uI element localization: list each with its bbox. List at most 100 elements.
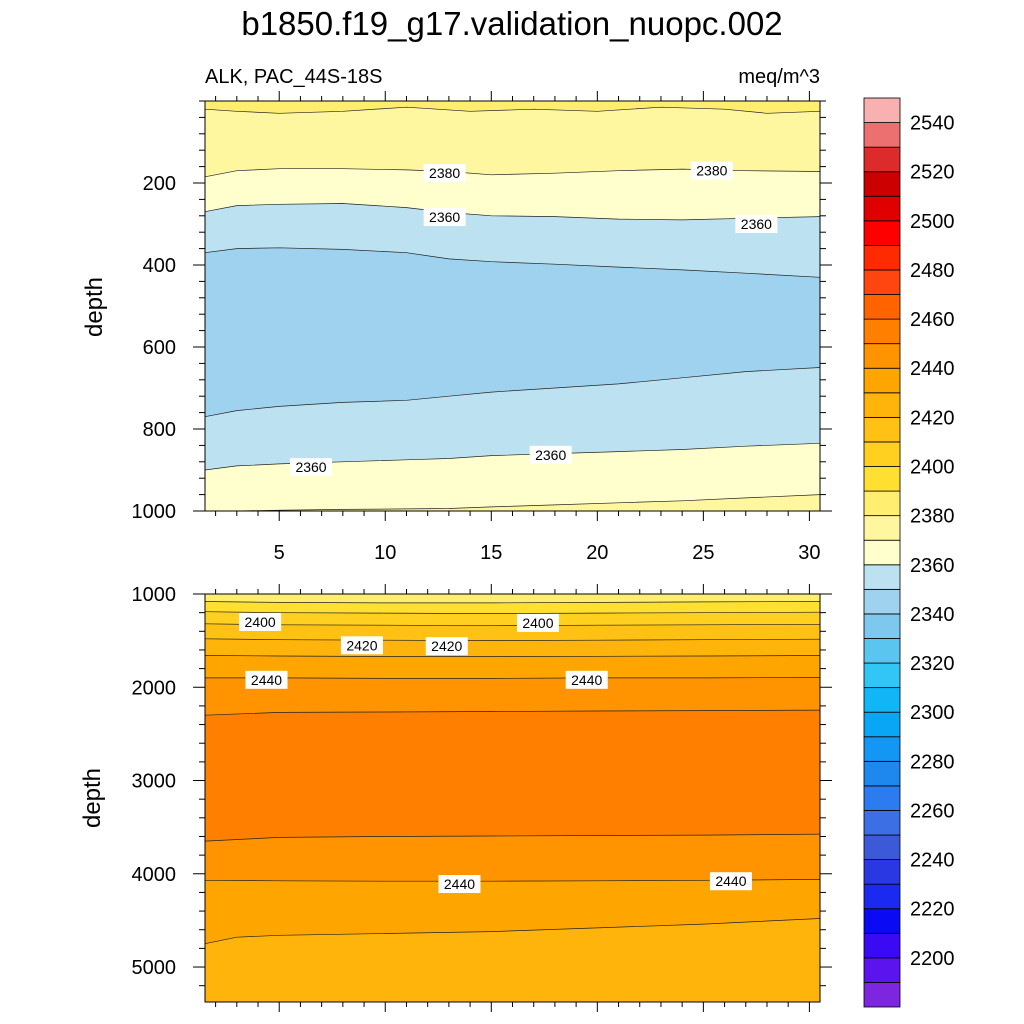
colorbar-box (863, 613, 901, 639)
contour-label: 2420 (431, 638, 462, 654)
colorbar-tick-label: 2400 (910, 457, 955, 479)
contour-label: 2440 (444, 876, 475, 892)
contour-label-bg (529, 445, 572, 464)
contour-band (204, 623, 821, 641)
colorbar-box (863, 171, 901, 197)
colorbar-box (863, 859, 901, 885)
contour-label-bg (425, 637, 468, 656)
contour-label-bg (340, 636, 383, 655)
colorbar-box (863, 687, 901, 713)
contour-label: 2360 (429, 209, 460, 225)
colorbar-box (863, 392, 901, 418)
colorbar-box (863, 564, 901, 590)
y-tick-label: 1000 (132, 584, 177, 606)
contour-line-2370 (204, 203, 821, 221)
colorbar-box (863, 294, 901, 320)
contour-band (204, 709, 821, 842)
contour-line-2360 (204, 367, 821, 418)
colorbar-box (863, 810, 901, 836)
colorbar-box (863, 957, 901, 983)
x-tick-label: 30 (798, 542, 820, 564)
contour-label: 2420 (346, 637, 377, 653)
contour-label-bg (690, 161, 733, 180)
colorbar-tick-label: 2460 (910, 309, 955, 331)
colorbar-box (863, 588, 901, 615)
colorbar-tick-label: 2500 (910, 211, 955, 233)
colorbar-box (863, 220, 901, 246)
colorbar-box (863, 539, 901, 566)
contour-line-2400 (204, 611, 821, 614)
contour-label-bg (245, 670, 288, 689)
lower-panel: 2400 2400 2420 2420 2440 2440 2440 2440 1000 2000… (132, 584, 832, 1012)
contour-label: 2440 (571, 672, 602, 688)
contour-label-bg (565, 670, 608, 689)
colorbar-box (863, 466, 901, 492)
contour-line-2440 (204, 879, 821, 882)
colorbar-tick-label: 2480 (910, 260, 955, 282)
colorbar-box (863, 318, 901, 345)
y-tick-label: 5000 (132, 957, 177, 979)
x-tick-label: 15 (480, 542, 502, 564)
colorbar-tick-label: 2260 (910, 800, 955, 822)
colorbar-box (863, 97, 901, 123)
y-tick-label: 600 (143, 337, 176, 359)
colorbar-box (863, 932, 901, 959)
colorbar-tick-label: 2300 (910, 702, 955, 724)
colorbar-box (863, 736, 901, 762)
colorbar-box (863, 441, 901, 467)
contour-label: 2400 (522, 615, 553, 631)
contour-band (204, 601, 821, 614)
colorbar-tick-label: 2340 (910, 604, 955, 626)
contour-label-bg (423, 164, 466, 183)
colorbar-tick-label: 2220 (910, 899, 955, 921)
x-tick-label: 10 (374, 542, 396, 564)
contour-label-bg (239, 612, 282, 631)
colorbar-box (863, 122, 901, 148)
y-tick-label: 400 (143, 255, 176, 277)
colorbar-tick-label: 2360 (910, 555, 955, 577)
x-tick-label: 20 (586, 542, 608, 564)
colorbar-tick-label: 2240 (910, 850, 955, 872)
units-label: meq/m^3 (738, 66, 820, 88)
colorbar-box (863, 515, 901, 541)
colorbar-box (863, 416, 901, 443)
colorbar-box (863, 908, 901, 934)
contour-line-2390 (204, 106, 821, 114)
contour-line-2450 (204, 709, 821, 716)
colorbar: 2200 2220 2240 2260 2280 2300 2320 2340 2360 2380… (863, 97, 955, 1008)
y-tick-label: 2000 (132, 677, 177, 699)
contour-band (204, 655, 821, 679)
colorbar-box (863, 785, 901, 811)
upper-panel: 2380 2380 2360 2360 2360 2360 5 10 15 20 25 30 200 40… (132, 91, 832, 564)
contour-label-bg (709, 872, 752, 891)
contour-label-bg (438, 875, 481, 894)
contour-label: 2360 (741, 216, 772, 232)
chart-title: b1850.f19_g17.validation_nuopc.002 (241, 5, 782, 42)
y-tick-label: 800 (143, 419, 176, 441)
contour-label-bg (290, 458, 333, 477)
colorbar-box (863, 490, 901, 517)
x-tick-label: 25 (692, 542, 714, 564)
y-tick-label: 200 (143, 173, 176, 195)
contour-line-2450 (204, 833, 821, 842)
colorbar-box (863, 883, 901, 910)
colorbar-box (863, 982, 901, 1008)
contour-label-bg (516, 613, 559, 632)
contour-label: 2440 (715, 873, 746, 889)
contour-line-2430 (204, 918, 821, 945)
contour-line-2420 (204, 638, 821, 641)
colorbar-tick-label: 2280 (910, 751, 955, 773)
contour-line-2380 (205, 494, 821, 512)
colorbar-box (863, 638, 901, 664)
colorbar-tick-label: 2540 (910, 113, 955, 135)
contour-line-2370 (204, 442, 821, 471)
colorbar-box (863, 269, 901, 295)
contour-label: 2360 (535, 447, 566, 463)
contour-label: 2360 (295, 459, 326, 475)
colorbar-tick-label: 2380 (910, 506, 955, 528)
colorbar-box (863, 367, 901, 394)
colorbar-box (863, 146, 901, 173)
colorbar-box (863, 195, 901, 222)
colorbar-tick-label: 2440 (910, 358, 955, 380)
colorbar-box (863, 245, 901, 271)
